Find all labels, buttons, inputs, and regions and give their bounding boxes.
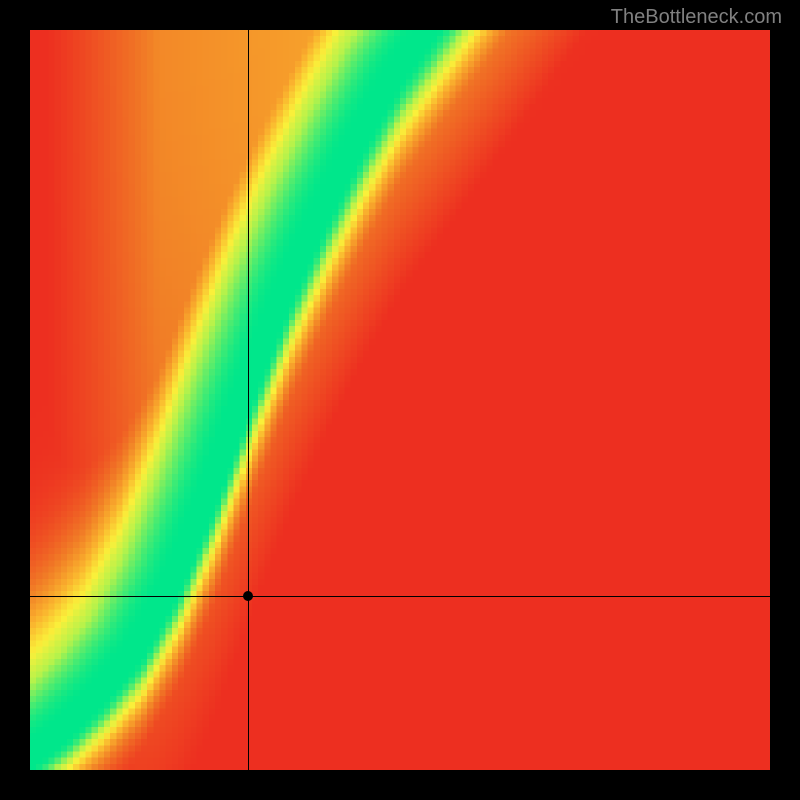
crosshair-horizontal [30, 596, 770, 597]
chart-container: { "watermark": "TheBottleneck.com", "cha… [0, 0, 800, 800]
marker-dot [243, 591, 253, 601]
crosshair-vertical [248, 30, 249, 770]
plot-area [30, 30, 770, 770]
watermark-text: TheBottleneck.com [611, 6, 782, 29]
heatmap-canvas [30, 30, 770, 770]
